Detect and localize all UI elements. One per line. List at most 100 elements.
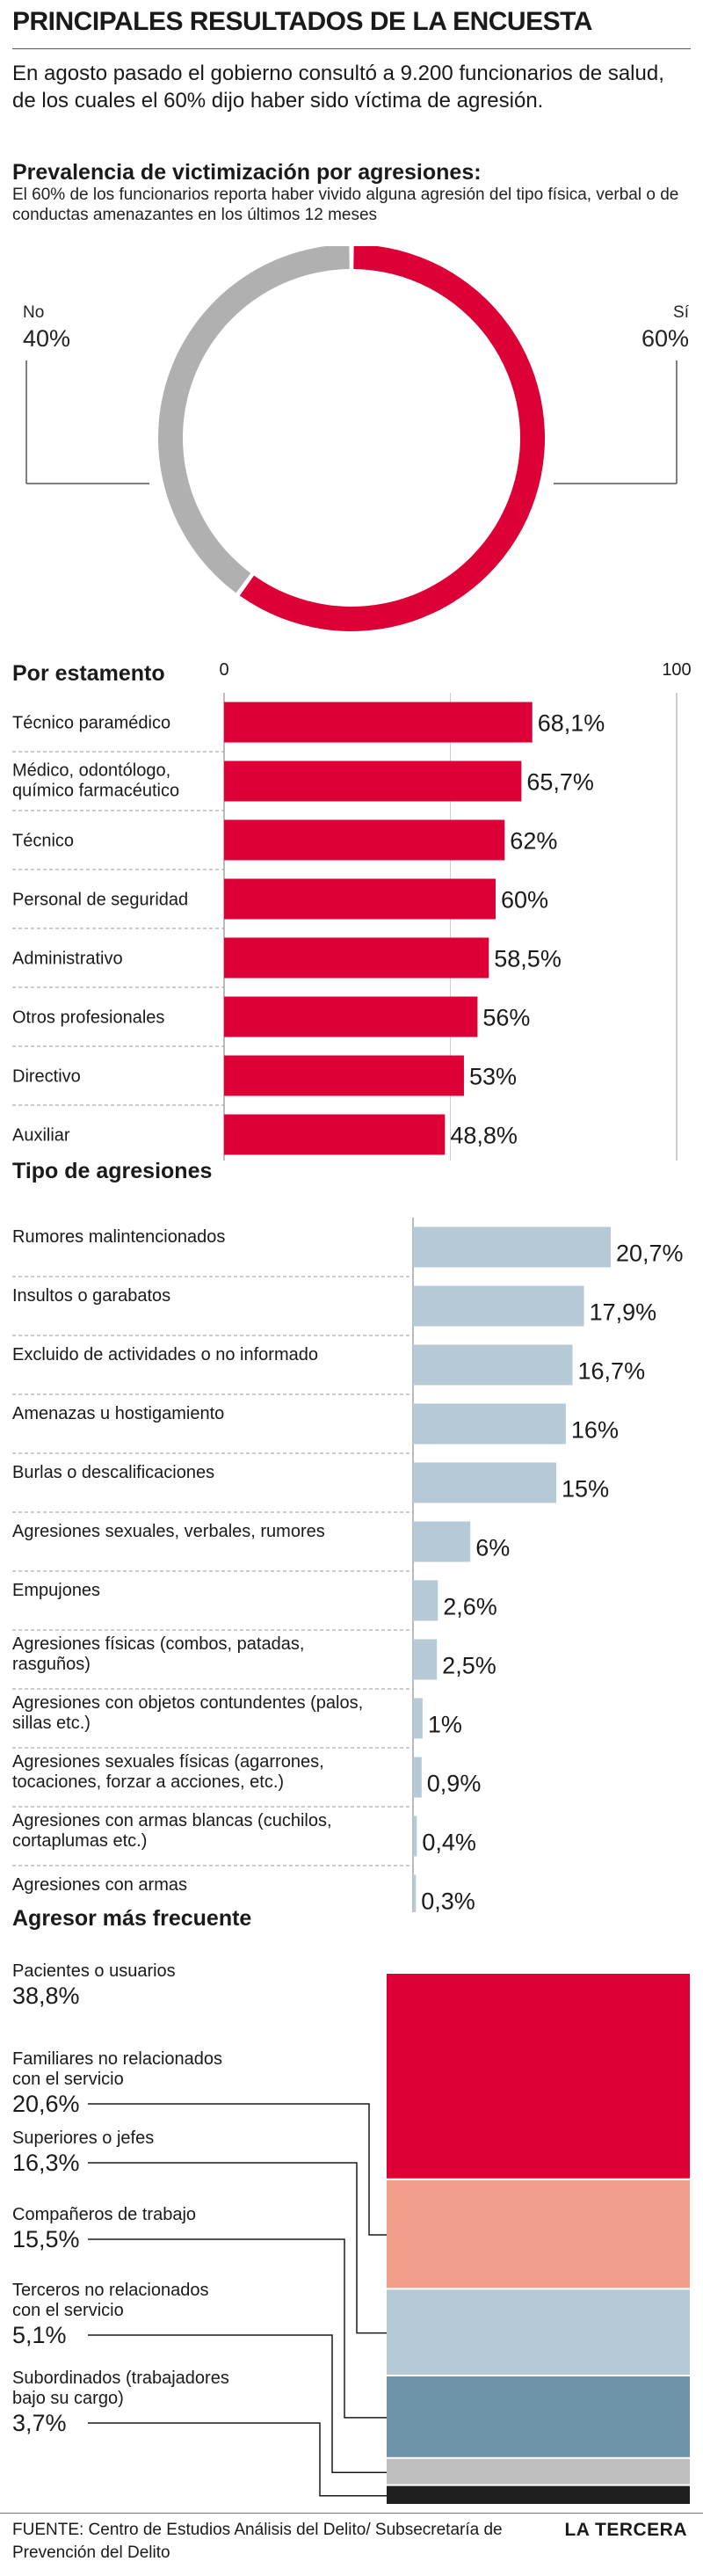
agresor-heading: Agresor más frecuente <box>12 1906 252 1931</box>
tipo-bar <box>413 1816 417 1857</box>
tipo-value-label: 2,6% <box>443 1594 497 1620</box>
estamento-bar <box>224 1055 464 1096</box>
agresor-leader-line <box>88 2103 387 2236</box>
no-label: No <box>23 303 45 322</box>
agresor-label: Pacientes o usuarios <box>12 1961 176 1981</box>
tipo-bar <box>413 1580 438 1621</box>
estamento-bar <box>224 760 522 802</box>
tipo-label: Empujones <box>12 1581 100 1600</box>
donut-slice-no <box>158 246 350 593</box>
estamento-value-label: 48,8% <box>450 1123 518 1149</box>
agresor-label: Subordinados (trabajadores bajo su cargo) <box>12 2369 229 2408</box>
estamento-label: Técnico <box>12 832 74 851</box>
tipo-label: Agresiones físicas (combos, patadas, rasg… <box>12 1634 304 1674</box>
tipo-bar <box>413 1344 573 1386</box>
tipo-value-label: 6% <box>475 1535 510 1561</box>
estamento-label: Administrativo <box>12 950 123 969</box>
agresor-label: Terceros no relacionados con el servicio <box>12 2281 208 2320</box>
estamento-label: Personal de seguridad <box>12 891 188 910</box>
tipo-bar <box>413 1639 438 1680</box>
yes-value: 60% <box>641 325 689 352</box>
tipo-label: Agresiones sexuales físicas (agarrones, t… <box>12 1752 324 1792</box>
agresor-segment <box>387 2289 690 2375</box>
estamento-bar <box>224 878 496 920</box>
tipo-value-label: 0,9% <box>427 1771 482 1797</box>
tipo-bar <box>413 1403 566 1444</box>
brand-logo: LA TERCERA <box>564 2520 687 2540</box>
estamento-heading: Por estamento <box>12 661 165 686</box>
yes-label: Sí <box>673 303 689 322</box>
estamento-bar <box>224 937 489 979</box>
estamento-value-label: 65,7% <box>526 769 594 796</box>
agresor-value-label: 3,7% <box>12 2410 67 2436</box>
tipo-label: Insultos o garabatos <box>12 1286 170 1306</box>
estamento-value-label: 60% <box>501 887 548 913</box>
estamento-bar-chart: 0 100 Técnico paramédico 68,1% Médico, odont… <box>12 660 692 1161</box>
tipo-label: Excluido de actividades o no informado <box>12 1345 318 1364</box>
tipo-value-label: 1% <box>428 1712 462 1738</box>
estamento-value-label: 56% <box>482 1005 530 1031</box>
tipo-value-label: 17,9% <box>590 1299 657 1326</box>
tipo-label: Agresiones con objetos contundentes (pal… <box>12 1693 363 1733</box>
tipo-value-label: 0,4% <box>422 1830 476 1856</box>
estamento-label: Técnico paramédico <box>12 714 170 733</box>
source-note: FUENTE: Centro de Estudios Análisis del … <box>12 2521 503 2562</box>
agresor-value-label: 15,5% <box>12 2226 80 2252</box>
intro-text: En agosto pasado el gobierno consultó a … <box>12 62 664 113</box>
donut-chart <box>25 246 678 631</box>
no-value: 40% <box>23 325 71 352</box>
agresor-segment <box>387 2485 690 2504</box>
tipo-bar <box>413 1698 423 1739</box>
donut-slice-yes <box>239 246 545 631</box>
tipo-label: Agresiones con armas <box>12 1875 187 1895</box>
estamento-bar <box>224 819 505 861</box>
estamento-tick-0: 0 <box>219 660 228 680</box>
agresor-label: Familiares no relacionados con el servici… <box>12 2049 222 2089</box>
tipo-bar <box>413 1462 557 1503</box>
estamento-value-label: 58,5% <box>494 946 562 972</box>
agresor-leader-line <box>88 2238 387 2419</box>
estamento-label: Otros profesionales <box>12 1008 164 1028</box>
estamento-bar <box>224 1114 446 1155</box>
title-divider <box>12 48 691 49</box>
tipo-value-label: 20,7% <box>616 1241 684 1267</box>
agresor-segment <box>387 2376 690 2457</box>
tipo-value-label: 2,5% <box>442 1653 496 1679</box>
footer-divider <box>0 2513 703 2514</box>
estamento-label: Auxiliar <box>12 1126 70 1146</box>
page-title: PRINCIPALES RESULTADOS DE LA ENCUESTA <box>12 7 592 36</box>
estamento-bar <box>224 702 533 743</box>
agresor-segment <box>387 1974 690 2179</box>
estamento-tick-100: 100 <box>662 660 691 680</box>
agresor-label: Compañeros de trabajo <box>12 2205 196 2224</box>
tipo-label: Amenazas u hostigamiento <box>12 1404 224 1423</box>
agresor-value-label: 16,3% <box>12 2150 80 2176</box>
agresor-label: Superiores o jefes <box>12 2128 154 2148</box>
agresor-leader-line <box>88 2422 387 2497</box>
agresor-value-label: 38,8% <box>12 1983 80 2009</box>
tipo-label: Agresiones con armas blancas (cuchilos, c… <box>12 1811 332 1851</box>
tipo-value-label: 16% <box>571 1417 619 1444</box>
agresor-segment <box>387 2179 690 2289</box>
agresor-value-label: 20,6% <box>12 2091 80 2117</box>
estamento-label: Directivo <box>12 1067 81 1087</box>
estamento-value-label: 62% <box>510 828 557 855</box>
estamento-bar <box>224 996 478 1037</box>
agresor-leader-line <box>88 2162 387 2334</box>
tipo-value-label: 15% <box>562 1476 609 1503</box>
tipo-bar <box>413 1285 584 1327</box>
tipo-heading: Tipo de agresiones <box>12 1159 213 1183</box>
tipo-label: Rumores malintencionados <box>12 1227 225 1247</box>
estamento-label: Médico, odontólogo, químico farmacéutico <box>12 761 179 801</box>
agresor-leader-line <box>88 2334 387 2473</box>
tipo-value-label: 16,7% <box>578 1358 646 1385</box>
tipo-value-label: 0,3% <box>421 1888 475 1913</box>
tipo-bar <box>413 1757 422 1798</box>
tipo-bar <box>413 1874 417 1912</box>
tipo-label: Burlas o descalificaciones <box>12 1463 214 1482</box>
tipo-bar <box>413 1521 471 1562</box>
agresor-segment <box>387 2458 690 2485</box>
tipo-bar <box>413 1226 611 1268</box>
tipo-bar-chart: Rumores malintencionados 20,7% Insultos o … <box>12 1218 684 1913</box>
